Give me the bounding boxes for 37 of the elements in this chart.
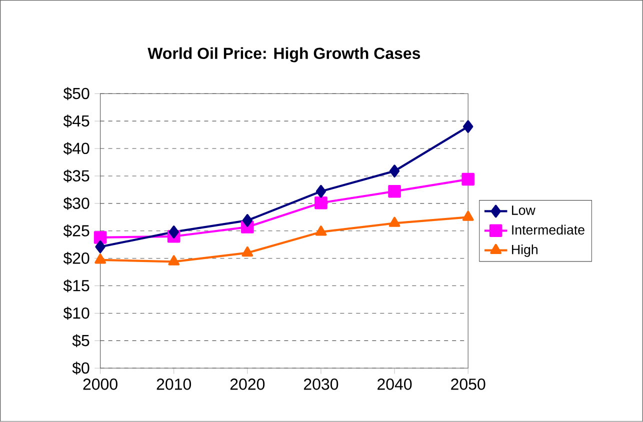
point	[314, 196, 328, 210]
point	[94, 231, 107, 244]
point	[242, 214, 252, 227]
point	[316, 185, 326, 198]
point	[94, 254, 106, 264]
point	[462, 210, 474, 221]
y-tick-label: $15	[63, 279, 90, 292]
point	[462, 172, 474, 186]
legend-label: Low	[512, 206, 536, 216]
point	[388, 216, 400, 228]
chart-title: World Oil Price: High Growth Cases	[148, 47, 420, 62]
y-tick-label: $40	[63, 142, 90, 156]
x-tick-label: 2020	[230, 378, 265, 390]
y-tick-label: $10	[63, 306, 90, 320]
x-tick-label: 2050	[451, 378, 486, 390]
y-tick-label: $45	[63, 114, 90, 128]
x-tick-label: 2030	[304, 378, 338, 390]
y-tick-label: $50	[63, 87, 90, 100]
point	[168, 226, 179, 238]
y-tick-label: $0	[72, 362, 90, 375]
legend-label: High	[512, 244, 538, 257]
legend-label: Intermediate	[512, 224, 584, 235]
point	[168, 255, 180, 266]
y-tick-label: $30	[63, 197, 90, 210]
point	[95, 240, 106, 254]
point	[315, 226, 327, 236]
point	[389, 164, 400, 178]
x-tick-label: 2010	[156, 378, 192, 390]
y-tick-label: $5	[72, 334, 90, 348]
point	[463, 120, 474, 134]
point	[388, 185, 401, 198]
x-tick-label: 2000	[83, 378, 118, 390]
y-tick-label: $35	[63, 170, 90, 183]
y-tick-label: $25	[63, 224, 90, 238]
x-tick-label: 2040	[378, 378, 412, 390]
y-tick-label: $20	[63, 252, 90, 265]
point	[242, 246, 254, 257]
